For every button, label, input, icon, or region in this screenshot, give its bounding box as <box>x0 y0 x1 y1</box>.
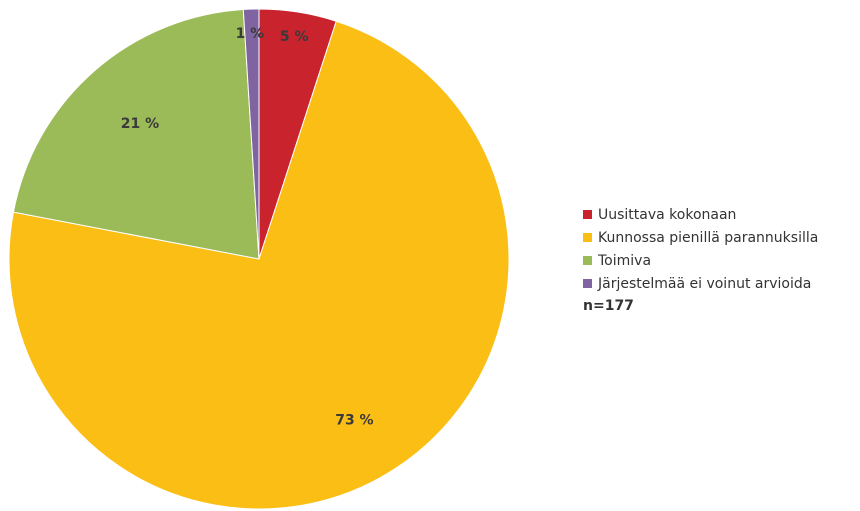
legend-swatch <box>583 256 592 265</box>
legend-label: Uusittava kokonaan <box>598 206 737 223</box>
pie-slice <box>12 8 260 260</box>
legend-swatch <box>583 279 592 288</box>
legend: Uusittava kokonaan Kunnossa pienillä para… <box>583 203 818 314</box>
legend-label: Toimiva <box>598 252 652 269</box>
slice-label: 1 % <box>236 26 265 42</box>
legend-items: Uusittava kokonaan Kunnossa pienillä para… <box>583 203 818 295</box>
legend-item: Kunnossa pienillä parannuksilla <box>583 226 818 249</box>
sample-size-note: n=177 <box>583 298 634 314</box>
slice-label: 21 % <box>121 116 159 132</box>
pie-slices <box>8 8 510 510</box>
legend-item: Järjestelmää ei voinut arvioida <box>583 272 818 295</box>
pie-labels: 5 % 73 % 21 % 1 % <box>121 26 374 428</box>
pie-slice <box>242 8 260 260</box>
pie-slice <box>8 20 510 510</box>
legend-item: Uusittava kokonaan <box>583 203 818 226</box>
slice-label: 73 % <box>335 412 373 428</box>
legend-item: Toimiva <box>583 249 818 272</box>
legend-swatch <box>583 210 592 219</box>
legend-label: Kunnossa pienillä parannuksilla <box>598 229 819 246</box>
legend-swatch <box>583 233 592 242</box>
legend-label: Järjestelmää ei voinut arvioida <box>598 275 812 292</box>
slice-label: 5 % <box>280 29 309 45</box>
